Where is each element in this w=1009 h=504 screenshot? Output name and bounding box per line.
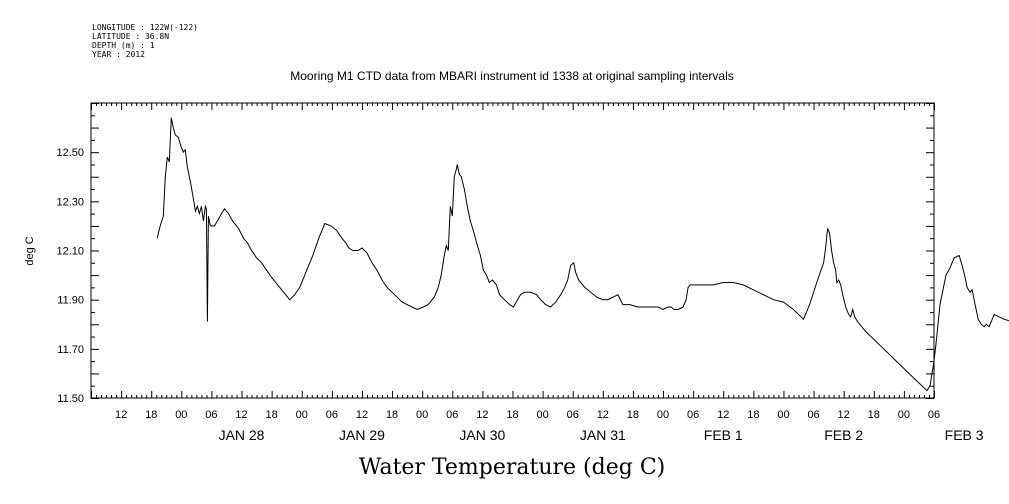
- x-tick-label: 12: [235, 409, 247, 421]
- x-tick-label: 06: [687, 409, 699, 421]
- x-tick-label: 00: [777, 409, 789, 421]
- metadata-block: LONGITUDE : 122W(-122) LATITUDE : 36.8N …: [92, 23, 198, 59]
- x-tick-label: 12: [476, 409, 488, 421]
- x-tick-label: 18: [868, 409, 880, 421]
- day-label: FEB 2: [824, 427, 863, 443]
- day-label: FEB 1: [704, 427, 743, 443]
- x-tick-label: 00: [296, 409, 308, 421]
- x-tick-label: 12: [115, 409, 127, 421]
- meta-longitude: LONGITUDE : 122W(-122): [92, 23, 198, 32]
- tick-marks: [91, 103, 935, 399]
- x-tick-label: 06: [205, 409, 217, 421]
- meta-year: YEAR : 2012: [92, 50, 145, 59]
- x-tick-label: 18: [145, 409, 157, 421]
- x-tick-label: 06: [928, 409, 940, 421]
- x-tick-label: 18: [747, 409, 759, 421]
- day-label: JAN 30: [459, 427, 505, 443]
- x-tick-label: 18: [266, 409, 278, 421]
- y-tick-label: 12.50: [56, 147, 84, 159]
- day-label: JAN 29: [339, 427, 385, 443]
- x-tick-label: 18: [386, 409, 398, 421]
- y-tick-labels: 11.50 11.70 11.90 12.10 12.30 12.50: [56, 147, 84, 405]
- chart-title: Mooring M1 CTD data from MBARI instrumen…: [290, 69, 734, 83]
- x-tick-label: 06: [567, 409, 579, 421]
- x-tick-label: 00: [175, 409, 187, 421]
- y-tick-label: 11.70: [57, 344, 84, 356]
- day-labels: JAN 28 JAN 29 JAN 30 JAN 31 FEB 1 FEB 2 FEB 3: [219, 427, 984, 443]
- x-tick-label: 06: [807, 409, 819, 421]
- x-tick-label: 12: [597, 409, 609, 421]
- x-tick-label: 12: [838, 409, 850, 421]
- x-tick-label: 18: [506, 409, 518, 421]
- meta-depth: DEPTH (m) : 1: [92, 41, 155, 50]
- x-tick-label: 00: [657, 409, 669, 421]
- x-tick-label: 18: [627, 409, 639, 421]
- x-tick-label: 00: [416, 409, 428, 421]
- x-tick-label: 12: [717, 409, 729, 421]
- y-tick-label: 12.30: [56, 196, 84, 208]
- x-tick-label: 06: [446, 409, 458, 421]
- x-tick-label: 00: [536, 409, 548, 421]
- y-tick-label: 11.50: [57, 393, 84, 405]
- plot-frame: [90, 102, 935, 399]
- x-axis-title: Water Temperature (deg C): [359, 455, 666, 480]
- x-tick-labels: 12 18 00 06 12 18 00 06 12 18 00 06 12 18 00 06 12 18 00 06…: [115, 409, 940, 421]
- x-tick-label: 12: [356, 409, 368, 421]
- meta-latitude: LATITUDE : 36.8N: [92, 32, 169, 41]
- x-tick-label: 00: [898, 409, 910, 421]
- day-label: FEB 3: [945, 427, 984, 443]
- day-label: JAN 28: [219, 427, 265, 443]
- y-axis-label: deg C: [24, 236, 36, 265]
- x-tick-label: 06: [326, 409, 338, 421]
- water-temperature-line: [156, 117, 1009, 392]
- y-tick-label: 12.10: [56, 246, 84, 258]
- day-label: JAN 31: [580, 427, 626, 443]
- y-tick-label: 11.90: [57, 295, 84, 307]
